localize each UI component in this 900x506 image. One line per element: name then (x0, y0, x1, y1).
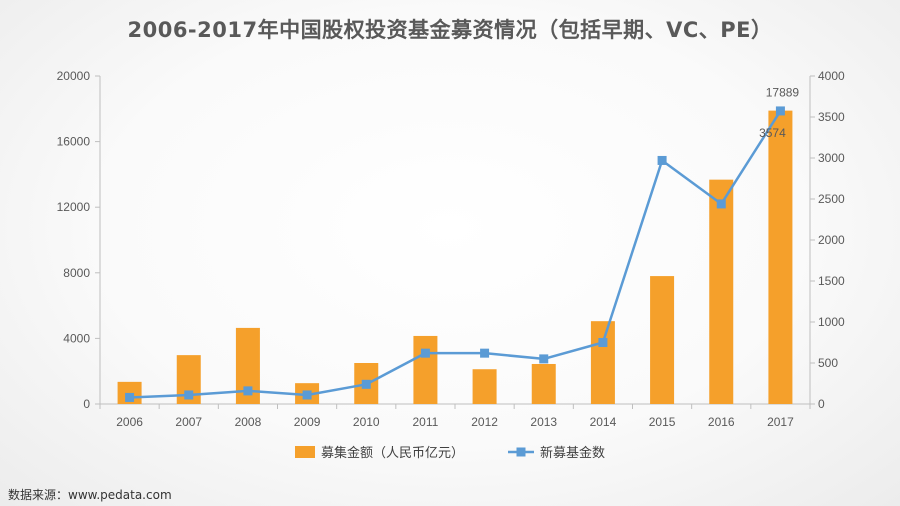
line-point (480, 348, 490, 358)
x-tick-label: 2017 (767, 415, 794, 429)
x-tick-label: 2014 (590, 415, 617, 429)
x-tick-label: 2011 (413, 415, 439, 429)
right-tick-label: 3500 (818, 110, 845, 124)
chart-title: 2006-2017年中国股权投资基金募资情况（包括早期、VC、PE） (127, 18, 773, 42)
right-tick-label: 2500 (818, 192, 845, 206)
bar (709, 179, 734, 404)
x-tick-label: 2013 (530, 415, 557, 429)
x-tick-label: 2010 (353, 415, 380, 429)
right-tick-label: 0 (818, 397, 825, 411)
bar (650, 276, 675, 404)
line-point (420, 348, 430, 358)
x-tick-label: 2012 (471, 415, 498, 429)
x-tick-label: 2008 (235, 415, 262, 429)
bar (768, 110, 793, 405)
line-series (125, 106, 785, 402)
bar (590, 321, 615, 404)
bar (531, 363, 556, 404)
line-point (657, 155, 667, 165)
bar (472, 369, 497, 404)
line-point (125, 392, 135, 402)
line-point (716, 199, 726, 209)
line-point (361, 379, 371, 389)
data-labels: 17889 3574 (759, 86, 799, 140)
left-tick-label: 12000 (57, 200, 91, 214)
line-data-label: 3574 (759, 126, 786, 140)
right-tick-label: 4000 (818, 69, 845, 83)
left-tick-label: 20000 (57, 69, 91, 83)
right-tick-label: 3000 (818, 151, 845, 165)
bar-data-label: 17889 (766, 86, 800, 100)
x-tick-label: 2016 (708, 415, 735, 429)
right-tick-label: 2000 (818, 233, 845, 247)
line-point (775, 106, 785, 116)
line-point (302, 390, 312, 400)
line-point (243, 386, 253, 396)
left-tick-label: 0 (83, 397, 90, 411)
legend: 募集金额（人民币亿元） 新募基金数 (295, 445, 605, 461)
legend-swatch-marker (516, 447, 526, 457)
chart-axes: 0 4000 8000 12000 16000 20000 0 500 1000 1500 2000… (57, 69, 845, 429)
right-tick-label: 500 (818, 356, 838, 370)
series-line (129, 110, 782, 399)
legend-label-line: 新募基金数 (540, 445, 605, 461)
left-tick-label: 16000 (57, 135, 91, 149)
x-tick-label: 2006 (116, 415, 143, 429)
x-tick-label: 2009 (294, 415, 321, 429)
line-point (184, 390, 194, 400)
bar (117, 381, 142, 404)
bar (413, 335, 438, 404)
legend-label-bar: 募集金额（人民币亿元） (321, 445, 464, 461)
right-tick-label: 1500 (818, 274, 845, 288)
bar-series (117, 110, 793, 405)
right-tick-label: 1000 (818, 315, 845, 329)
x-tick-label: 2015 (649, 415, 676, 429)
left-tick-label: 4000 (63, 331, 90, 345)
source-note: 数据来源：www.pedata.com (8, 488, 172, 502)
left-tick-label: 8000 (63, 266, 90, 280)
line-point (539, 354, 549, 364)
x-tick-label: 2007 (175, 415, 202, 429)
legend-swatch-bar (295, 446, 315, 458)
line-point (598, 338, 608, 347)
